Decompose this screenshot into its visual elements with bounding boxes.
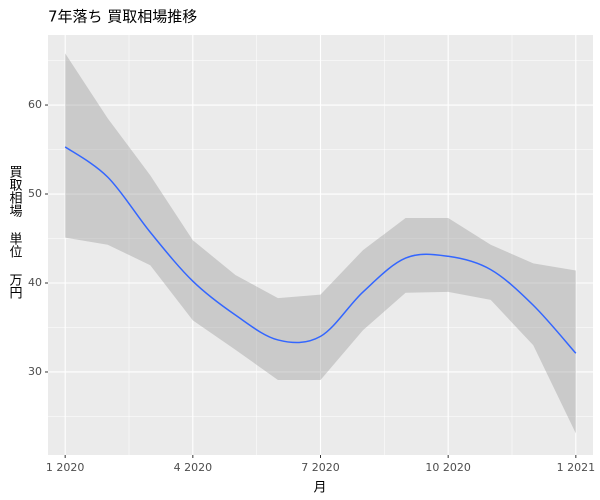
y-tick-label: 50 <box>28 187 42 200</box>
y-axis-label: 買取相場 単位 万円 <box>7 165 23 299</box>
x-tick-label: 10 2020 <box>425 461 471 474</box>
grid <box>48 35 593 455</box>
smooth-line <box>64 146 577 354</box>
y-tick-label: 60 <box>28 98 42 111</box>
x-tick-label: 1 2021 <box>557 461 596 474</box>
x-axis-label: 月 <box>313 481 326 496</box>
y-tick-label: 40 <box>28 276 42 289</box>
marks <box>64 53 577 434</box>
confidence-band <box>65 53 576 434</box>
x-tick-label: 4 2020 <box>174 461 213 474</box>
y-tick-label: 30 <box>28 365 42 378</box>
x-tick-label: 7 2020 <box>301 461 340 474</box>
x-tick-label: 1 2020 <box>46 461 85 474</box>
chart-title: 7年落ち 買取相場推移 <box>48 8 197 26</box>
